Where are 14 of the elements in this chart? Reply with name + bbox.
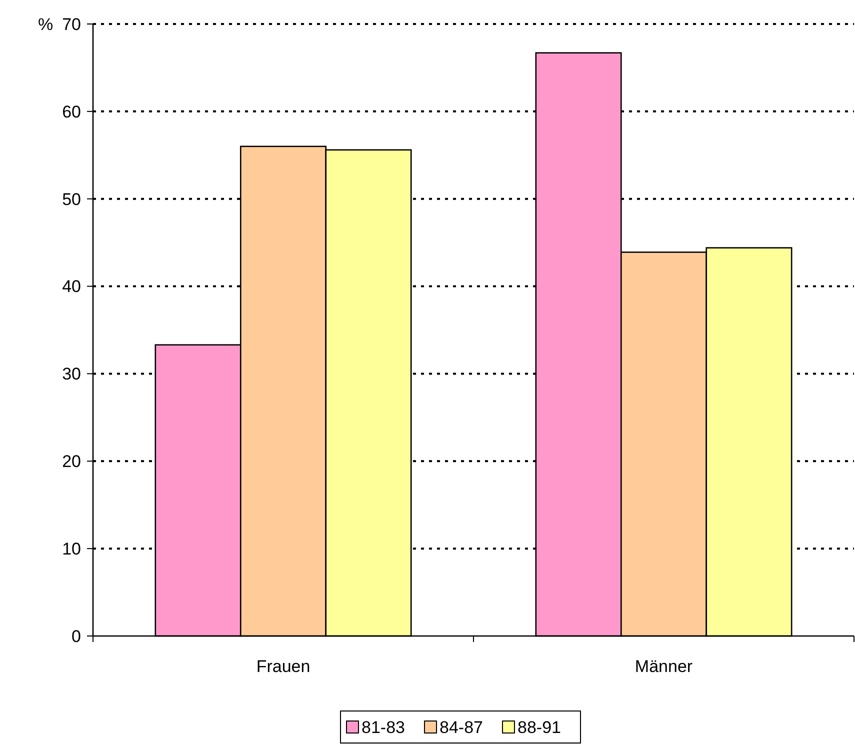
y-axis-title: % <box>38 15 54 34</box>
y-tick-label: 50 <box>62 190 81 209</box>
legend-label: 88-91 <box>518 718 561 737</box>
legend-label: 81-83 <box>362 718 405 737</box>
y-tick-label: 60 <box>62 102 81 122</box>
legend-label: 84-87 <box>440 718 483 737</box>
y-tick-label: 20 <box>62 452 81 472</box>
y-tick-label: 40 <box>62 277 81 296</box>
y-tick-label: 70 <box>62 14 81 34</box>
x-tick-label: Männer <box>634 657 693 676</box>
y-tick-label: 10 <box>62 540 81 559</box>
x-tick-label: Frauen <box>256 657 310 676</box>
y-tick-label: 30 <box>62 364 81 384</box>
y-tick-label: 0 <box>72 626 81 646</box>
